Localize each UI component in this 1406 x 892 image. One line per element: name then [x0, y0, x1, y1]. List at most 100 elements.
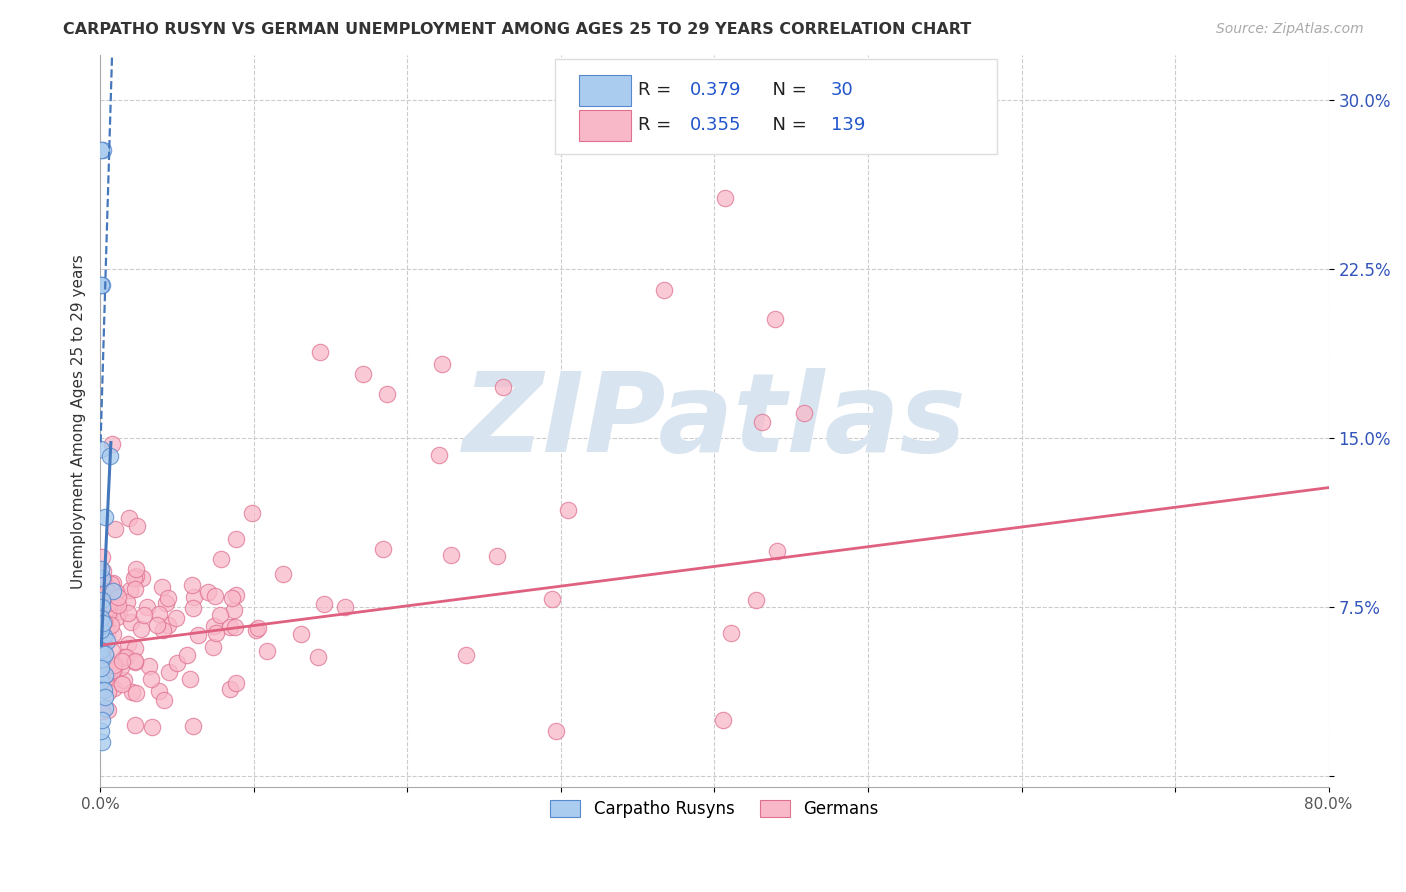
Point: [112, 673, 135, 687]
Point: [218, 620, 240, 634]
Point: [117, 606, 139, 620]
Point: [157, 665, 180, 679]
Point: [90, 593, 112, 607]
Point: [209, 551, 232, 566]
Point: [117, 637, 139, 651]
Point: [209, 607, 232, 622]
Point: [454, 648, 477, 662]
Point: [100, 437, 122, 451]
Point: [224, 603, 246, 617]
Point: [111, 677, 134, 691]
Point: [155, 596, 177, 610]
Point: [100, 577, 122, 591]
Point: [121, 685, 143, 699]
Point: [96, 650, 118, 665]
Point: [152, 623, 174, 637]
Point: [97, 703, 120, 717]
Point: [166, 657, 188, 671]
Point: [90, 595, 112, 609]
Point: [125, 562, 148, 576]
Point: [120, 615, 142, 629]
Legend: Carpatho Rusyns, Germans: Carpatho Rusyns, Germans: [543, 791, 887, 826]
Point: [486, 549, 509, 563]
Point: [103, 627, 125, 641]
Point: [124, 655, 146, 669]
Point: [90, 723, 112, 738]
Point: [94, 604, 117, 618]
Point: [94, 671, 117, 685]
Point: [90, 442, 112, 457]
Point: [273, 566, 295, 581]
Point: [652, 283, 675, 297]
Text: 139: 139: [831, 117, 866, 135]
Point: [96, 583, 118, 598]
Point: [181, 600, 204, 615]
Point: [90, 611, 112, 625]
Point: [202, 619, 225, 633]
Point: [101, 644, 124, 658]
Point: [91, 641, 114, 656]
Point: [90, 550, 112, 565]
Point: [375, 386, 398, 401]
Point: [90, 623, 112, 637]
Point: [91, 571, 114, 585]
Point: [136, 599, 159, 614]
Point: [333, 599, 356, 614]
Point: [245, 623, 267, 637]
Point: [97, 607, 120, 621]
Point: [427, 448, 450, 462]
Point: [546, 723, 568, 738]
Point: [94, 509, 117, 524]
Point: [111, 655, 134, 669]
Point: [101, 592, 124, 607]
Point: [751, 416, 773, 430]
Point: [90, 638, 112, 652]
Point: [307, 649, 329, 664]
Point: [176, 648, 198, 663]
Point: [91, 620, 114, 634]
Point: [93, 591, 115, 605]
Point: [124, 571, 146, 585]
Point: [204, 589, 226, 603]
Text: 0.379: 0.379: [690, 81, 741, 99]
Point: [139, 672, 162, 686]
Point: [90, 625, 112, 640]
Point: [202, 640, 225, 655]
Point: [93, 683, 115, 698]
Point: [108, 604, 131, 618]
Point: [308, 344, 330, 359]
Point: [97, 609, 120, 624]
Point: [246, 621, 269, 635]
Point: [105, 585, 128, 599]
Point: [120, 583, 142, 598]
Point: [91, 652, 114, 666]
Point: [124, 654, 146, 668]
Point: [221, 591, 243, 605]
Point: [90, 713, 112, 727]
Point: [127, 518, 149, 533]
Point: [103, 663, 125, 677]
Point: [157, 591, 180, 605]
Point: [711, 713, 734, 727]
Text: R =: R =: [638, 81, 678, 99]
Text: N =: N =: [761, 81, 813, 99]
Point: [219, 682, 242, 697]
Point: [90, 648, 112, 662]
Point: [97, 599, 120, 614]
Point: [432, 358, 454, 372]
Point: [763, 311, 786, 326]
Point: [179, 672, 201, 686]
Point: [204, 626, 226, 640]
Point: [96, 633, 118, 648]
Point: [90, 562, 112, 576]
Point: [183, 719, 205, 733]
Point: [148, 607, 170, 621]
Point: [225, 533, 247, 547]
Point: [165, 611, 187, 625]
Point: [352, 368, 374, 382]
Point: [118, 511, 141, 525]
Point: [225, 588, 247, 602]
Point: [150, 580, 173, 594]
Point: [94, 690, 117, 704]
Point: [765, 544, 787, 558]
